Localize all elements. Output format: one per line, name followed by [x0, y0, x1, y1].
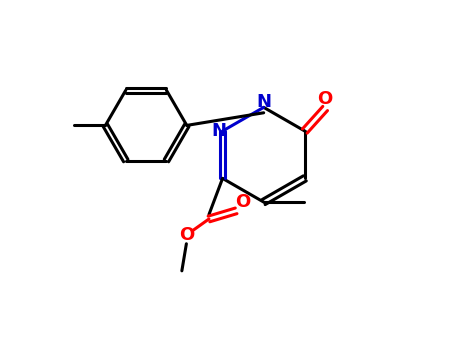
Text: O: O: [318, 90, 333, 107]
Text: N: N: [212, 122, 227, 140]
Text: O: O: [235, 193, 251, 211]
Text: N: N: [256, 93, 271, 111]
Text: O: O: [179, 226, 194, 244]
